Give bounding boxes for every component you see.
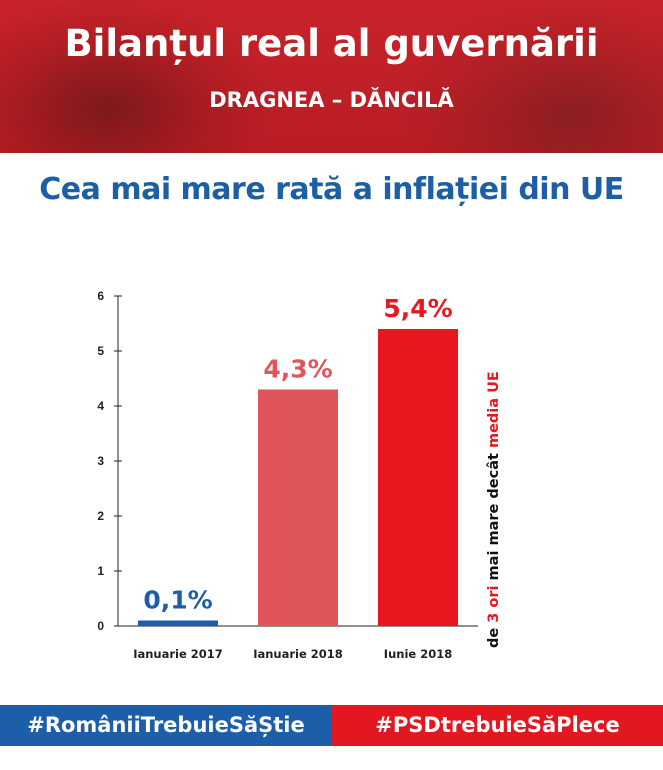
y-tick-label: 5: [97, 344, 104, 358]
hashtag-left: #RomâniiTrebuieSăȘtie: [0, 705, 332, 746]
header-subtitle: DRAGNEA – DĂNCILĂ: [209, 88, 454, 112]
header-banner: Bilanțul real al guvernării DRAGNEA – DĂ…: [0, 0, 663, 153]
header-title: Bilanțul real al guvernării: [64, 22, 599, 65]
y-tick-label: 1: [97, 564, 104, 578]
y-tick-label: 0: [97, 619, 104, 633]
x-tick-label: Ianuarie 2017: [133, 647, 223, 661]
comparison-note: de 3 ori mai mare decât media UE: [486, 371, 502, 648]
chart-title: Cea mai mare rată a inflației din UE: [39, 172, 624, 207]
y-tick-label: 6: [97, 289, 104, 303]
bar: [258, 389, 338, 626]
bar: [378, 329, 458, 626]
footer-hashtags: #RomâniiTrebuieSăȘtie #PSDtrebuieSăPlece: [0, 705, 663, 746]
note-part-4: media UE: [486, 371, 502, 448]
y-tick-label: 4: [97, 399, 104, 413]
header-photo-left: [0, 0, 270, 153]
y-tick-label: 3: [97, 454, 104, 468]
note-part-1: de: [486, 623, 502, 648]
chart-bars: [138, 329, 458, 626]
data-label: 4,3%: [263, 355, 332, 384]
bar-chart: 0 1 2 3 4 5 6 0,1% Ianuarie 2017 4,3% Ianuarie 20…: [97, 289, 502, 661]
chart-labels: 0,1% Ianuarie 2017 4,3% Ianuarie 2018 5,4% Iu…: [133, 294, 452, 661]
note-part-2: 3 ori: [486, 586, 502, 623]
header-photo-right: [403, 0, 663, 153]
x-tick-label: Ianuarie 2018: [253, 647, 343, 661]
data-label: 0,1%: [143, 586, 212, 615]
y-tick-label: 2: [97, 509, 104, 523]
bar: [138, 620, 218, 626]
hashtag-right: #PSDtrebuieSăPlece: [332, 705, 663, 746]
x-tick-label: Iunie 2018: [384, 647, 452, 661]
note-part-3: mai mare decât: [486, 448, 502, 585]
data-label: 5,4%: [383, 294, 452, 323]
